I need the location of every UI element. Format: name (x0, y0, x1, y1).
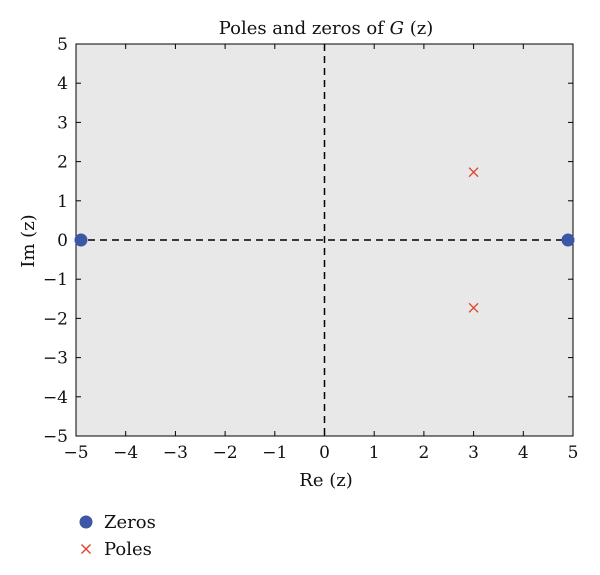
y-tick-label: 4 (57, 74, 68, 94)
y-tick-label: −5 (43, 427, 68, 447)
chart-title: Poles and zeros of G (z) (219, 18, 434, 39)
y-tick-label: 2 (57, 153, 68, 173)
y-tick-label: 3 (57, 113, 68, 133)
x-tick-label: −5 (63, 443, 88, 463)
x-marker-stroke (468, 167, 479, 178)
x-tick-label: −2 (213, 443, 238, 463)
axis-ticks: −5 −4 −3 −2 −1 0 1 2 3 4 5 −5 −4 −3 −2 −1 0 1 2 3 4 5 (43, 35, 578, 463)
y-axis-label: Im (z) (18, 214, 39, 267)
x-tick-label: 0 (319, 443, 330, 463)
y-tick-label: 1 (57, 192, 68, 212)
x-tick-label: 1 (369, 443, 380, 463)
data-marks (74, 167, 575, 313)
legend-label: Poles (104, 539, 152, 560)
x-tick-label: 5 (568, 443, 579, 463)
y-tick-label: 5 (57, 35, 68, 55)
x-axis-label: Re (z) (299, 470, 352, 491)
x-marker-stroke (468, 302, 479, 313)
pole-marker (468, 302, 479, 313)
y-tick-label: −1 (43, 270, 68, 290)
x-tick-label: 4 (518, 443, 529, 463)
y-tick-label: 0 (57, 231, 68, 251)
pole-marker (468, 167, 479, 178)
x-marker-stroke (81, 544, 91, 554)
x-tick-label: 2 (418, 443, 429, 463)
x-tick-label: −4 (113, 443, 138, 463)
legend-zeros-icon (79, 515, 93, 529)
legend-poles-icon (81, 544, 91, 554)
x-tick-label: 3 (468, 443, 479, 463)
legend: Zeros Poles (79, 512, 156, 560)
x-tick-label: −1 (262, 443, 287, 463)
zero-marker (74, 233, 88, 247)
legend-label: Zeros (104, 512, 156, 533)
x-tick-label: −3 (163, 443, 188, 463)
y-tick-label: −3 (43, 349, 68, 369)
zero-marker (561, 233, 575, 247)
y-tick-label: −2 (43, 309, 68, 329)
y-tick-label: −4 (43, 388, 68, 408)
plot-area (75, 43, 574, 437)
